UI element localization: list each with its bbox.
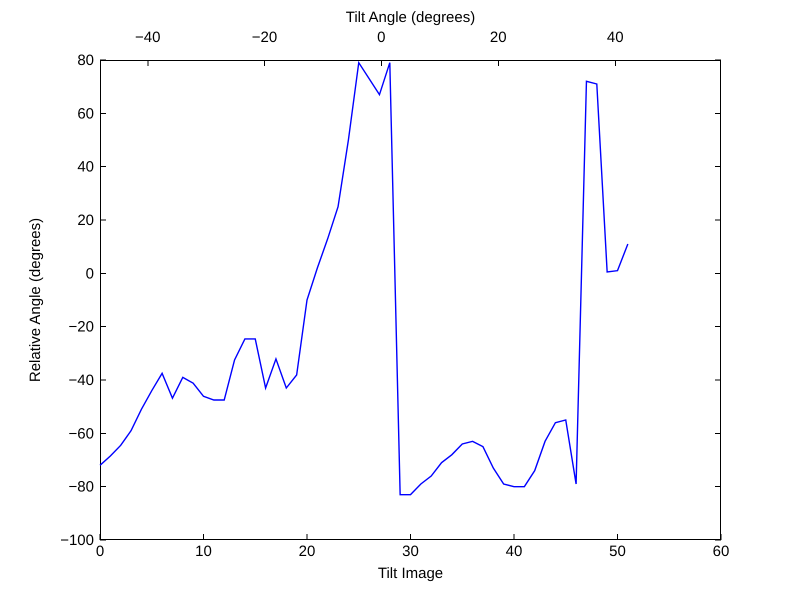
svg-text:40: 40 — [506, 543, 523, 560]
svg-text:−40: −40 — [135, 29, 160, 46]
svg-text:60: 60 — [77, 105, 94, 122]
svg-text:−40: −40 — [69, 372, 94, 389]
svg-text:Tilt Angle (degrees): Tilt Angle (degrees) — [346, 9, 476, 26]
svg-text:80: 80 — [77, 52, 94, 69]
svg-text:−60: −60 — [69, 425, 94, 442]
svg-text:40: 40 — [77, 159, 94, 176]
svg-text:0: 0 — [86, 265, 94, 282]
svg-text:Tilt Image: Tilt Image — [378, 565, 443, 582]
svg-text:−80: −80 — [69, 479, 94, 496]
svg-text:60: 60 — [713, 543, 730, 560]
svg-text:20: 20 — [299, 543, 316, 560]
svg-text:20: 20 — [77, 212, 94, 229]
svg-text:0: 0 — [377, 29, 385, 46]
svg-text:−100: −100 — [60, 532, 94, 549]
svg-text:0: 0 — [96, 543, 104, 560]
svg-text:50: 50 — [609, 543, 626, 560]
svg-text:−20: −20 — [69, 319, 94, 336]
svg-text:30: 30 — [402, 543, 419, 560]
svg-text:Relative Angle (degrees): Relative Angle (degrees) — [27, 218, 44, 382]
svg-text:−20: −20 — [252, 29, 277, 46]
svg-text:20: 20 — [490, 29, 507, 46]
svg-text:10: 10 — [195, 543, 212, 560]
svg-text:40: 40 — [607, 29, 624, 46]
